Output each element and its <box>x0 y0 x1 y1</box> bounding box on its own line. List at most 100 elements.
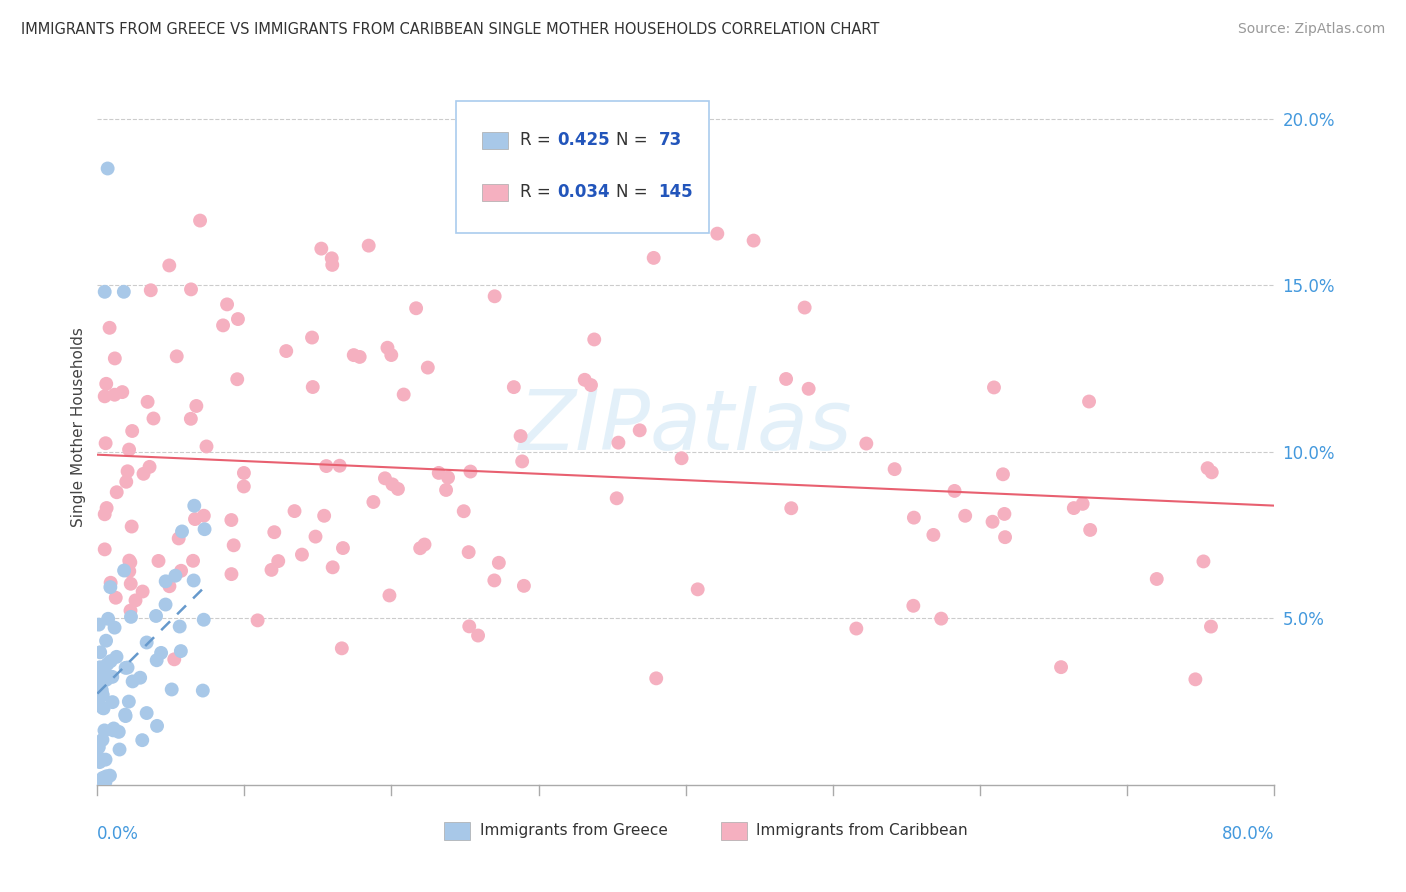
Point <box>349 350 371 364</box>
Point <box>993 507 1015 521</box>
Point <box>146 719 169 733</box>
Point <box>170 524 193 539</box>
Point <box>1050 660 1073 674</box>
Point <box>120 555 142 569</box>
Point <box>775 372 797 386</box>
Point <box>1197 461 1219 475</box>
Point <box>145 653 167 667</box>
Point <box>193 508 215 523</box>
Point <box>98 769 121 783</box>
Point <box>276 344 298 359</box>
Point <box>136 395 159 409</box>
Point <box>145 609 167 624</box>
Point <box>93 508 115 522</box>
Point <box>101 695 124 709</box>
Point <box>1201 466 1223 480</box>
Point <box>180 412 202 426</box>
Point <box>855 436 877 450</box>
Point <box>671 451 693 466</box>
Point <box>131 584 153 599</box>
Point <box>103 722 125 736</box>
Point <box>183 574 205 588</box>
Point <box>105 649 128 664</box>
Point <box>742 234 765 248</box>
Point <box>121 674 143 689</box>
Point <box>118 442 141 457</box>
Point <box>101 670 124 684</box>
Point <box>142 411 165 425</box>
Point <box>1199 619 1222 633</box>
Point <box>1071 497 1094 511</box>
Point <box>1146 572 1168 586</box>
Y-axis label: Single Mother Households: Single Mother Households <box>72 326 86 526</box>
Point <box>226 372 249 386</box>
Point <box>97 612 120 626</box>
Point <box>488 556 510 570</box>
Text: Immigrants from Greece: Immigrants from Greece <box>479 823 668 838</box>
FancyBboxPatch shape <box>482 132 508 150</box>
Point <box>87 672 110 686</box>
Point <box>120 576 142 591</box>
Point <box>283 504 305 518</box>
Point <box>93 701 115 715</box>
Point <box>554 216 576 230</box>
Point <box>165 568 187 582</box>
FancyBboxPatch shape <box>482 184 508 201</box>
Text: ZIPatlas: ZIPatlas <box>519 386 852 467</box>
Point <box>217 297 239 311</box>
Point <box>301 330 323 344</box>
Point <box>91 774 114 789</box>
Point <box>188 213 211 227</box>
Point <box>181 554 204 568</box>
Point <box>91 701 114 715</box>
Point <box>378 589 401 603</box>
Point <box>115 475 138 489</box>
Point <box>357 238 380 252</box>
Point <box>583 333 606 347</box>
Point <box>922 528 945 542</box>
Point <box>118 553 141 567</box>
Point <box>484 574 506 588</box>
Point <box>94 753 117 767</box>
Point <box>124 593 146 607</box>
Point <box>291 548 314 562</box>
Point <box>159 579 181 593</box>
Point <box>117 464 139 478</box>
Point <box>100 575 122 590</box>
Point <box>163 652 186 666</box>
Point <box>413 537 436 551</box>
Point <box>374 471 396 485</box>
Point <box>943 483 966 498</box>
Point <box>96 673 118 687</box>
Point <box>114 707 136 722</box>
Point <box>155 574 177 589</box>
Point <box>267 554 290 568</box>
Point <box>983 380 1005 394</box>
Point <box>195 440 218 454</box>
Point <box>121 424 143 438</box>
Point <box>114 661 136 675</box>
Point <box>157 259 180 273</box>
Point <box>118 695 141 709</box>
Point <box>89 660 111 674</box>
Point <box>246 613 269 627</box>
Point <box>98 320 121 334</box>
Point <box>232 466 254 480</box>
Point <box>380 348 402 362</box>
Point <box>166 349 188 363</box>
Point <box>94 436 117 450</box>
Point <box>104 591 127 605</box>
Point <box>105 485 128 500</box>
Point <box>93 389 115 403</box>
Point <box>94 774 117 789</box>
Point <box>509 429 531 443</box>
Point <box>513 579 536 593</box>
Point <box>994 530 1017 544</box>
Point <box>797 382 820 396</box>
Point <box>191 683 214 698</box>
Point <box>232 479 254 493</box>
Point <box>94 633 117 648</box>
Point <box>387 482 409 496</box>
Point <box>780 501 803 516</box>
Point <box>87 617 110 632</box>
